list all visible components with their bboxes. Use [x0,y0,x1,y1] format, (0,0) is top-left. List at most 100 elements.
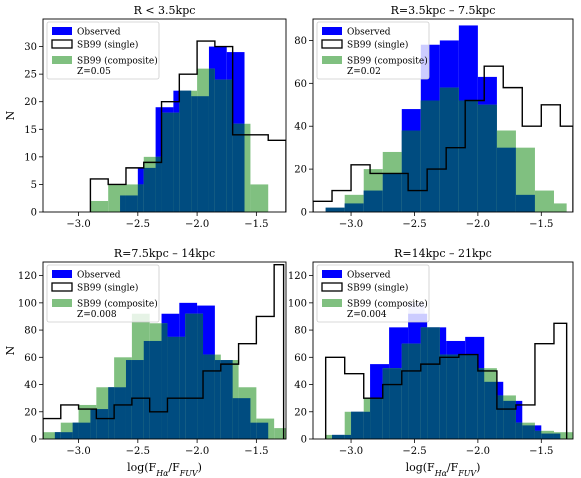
legend-swatch-composite [52,56,72,64]
overlap-bar [363,411,371,439]
overlap-bar [203,354,215,439]
overlap-bar [351,411,364,439]
single-step-line [324,322,568,439]
legend: Observed SB99 (single) SB99 (composite)Z=0… [316,264,430,323]
x-tick-label: −3.0 [66,219,90,230]
overlap-bar [90,409,97,439]
overlap-bar [420,100,440,212]
composite-bar [534,190,554,212]
composite-bar [43,432,61,439]
legend-swatch-observed [322,270,342,278]
overlap-bar [161,323,168,439]
panel-title: R=3.5kpc – 7.5kpc [391,4,496,17]
overlap-bar [515,194,535,212]
legend-label: SB99 (composite) [347,56,428,67]
axes-frame [312,261,574,440]
y-tick-label: 40 [294,380,307,391]
overlap-bar [96,409,109,439]
overlap-bar [185,313,198,439]
overlap-bar [232,398,239,439]
overlap-bar [155,156,162,212]
y-tick-label: 60 [294,353,307,364]
legend-label: SB99 (single) [77,283,138,294]
legend-swatch-single [321,39,343,49]
overlap-bar [114,387,126,439]
legend-swatch-observed [52,27,72,35]
overlap-bar [108,387,115,439]
y-tick-label: 80 [294,326,307,337]
overlap-bar [401,130,421,212]
axes-frame [312,18,574,213]
overlap-bar [344,434,352,439]
y-tick-label: 80 [294,36,307,47]
overlap-bar [125,360,132,439]
plot-area [43,264,286,439]
overlap-bar [78,422,91,439]
overlap-bar [137,184,144,212]
y-tick-label: 80 [24,326,37,337]
panel-1: −3.0 −2.5 −2.0 −1.5 0 5 10 15 20 25 30 R < 3.5kpc N O… [4,4,287,230]
overlap-bar [208,68,215,212]
panel-title: R < 3.5kpc [134,4,196,17]
x-tick-label: −2.0 [466,219,490,230]
overlap-bar [214,360,221,439]
overlap-bar [125,195,138,212]
legend-swatch-composite [322,299,342,307]
overlap-bar [458,354,466,439]
axes-frame [42,18,287,213]
overlap-bar [496,147,516,212]
legend-label: Observed [77,271,121,281]
plot-area [313,25,573,212]
legend-swatch-single [51,39,73,49]
panel-title: R=14kpc – 21kpc [394,247,492,260]
y-tick-label: 40 [24,380,37,391]
y-tick-label: 40 [294,122,307,133]
panel-2: −3.0 −2.5 −2.0 −1.5 0 20 40 60 80 R=3.5kpc – 7.5k… [294,4,574,230]
overlap-bar [370,398,383,439]
overlap-bar [382,173,402,212]
y-axis-label: N [4,345,17,355]
composite-bar [553,432,573,439]
overlap-bar [496,395,504,439]
panel-4: −3.0 −2.5 −2.0 −1.5 0 20 40 60 80 100 120 R=14kpc –… [288,247,574,478]
overlap-bar [54,432,61,439]
y-tick-label: 20 [294,407,307,418]
legend-swatch-observed [322,27,342,35]
y-tick-label: 60 [294,79,307,90]
overlap-bar [363,190,383,212]
overlap-bar [522,425,535,439]
legend-label: Observed [77,28,121,38]
y-tick-label: 0 [31,435,37,446]
y-tick-label: 0 [301,435,307,446]
overlap-bar [477,104,497,212]
axes-frame [42,261,287,440]
y-tick-label: 30 [24,42,37,53]
y-tick-label: 100 [18,298,37,309]
legend-label-metallicity: Z=0.05 [77,67,111,77]
overlap-bar [173,112,180,212]
x-tick-label: −1.5 [244,219,268,230]
overlap-bar [131,360,144,439]
y-tick-label: 25 [24,70,37,81]
single-step-line [89,40,286,212]
overlap-bar [515,422,523,439]
overlap-bar [541,433,554,439]
overlap-bar [238,398,251,439]
legend-box [316,264,430,323]
legend-label: SB99 (single) [347,40,408,51]
legend-box [46,264,160,323]
composite-bar [274,428,286,439]
overlap-bar [420,327,428,439]
legend-label-metallicity: Z=0.02 [347,67,381,77]
x-tick-label: −1.5 [529,446,553,457]
overlap-bar [197,313,204,439]
y-tick-label: 20 [294,165,307,176]
overlap-bar [232,123,245,212]
x-tick-label: −2.5 [402,446,426,457]
legend-label: SB99 (single) [347,283,408,294]
legend-label-metallicity: Z=0.008 [77,310,117,320]
y-tick-label: 0 [301,208,307,219]
y-tick-label: 5 [31,180,37,191]
legend-swatch-composite [52,299,72,307]
panel-3: −3.0 −2.5 −2.0 −1.5 0 20 40 60 80 100 120 R=7.5kpc … [4,247,287,478]
